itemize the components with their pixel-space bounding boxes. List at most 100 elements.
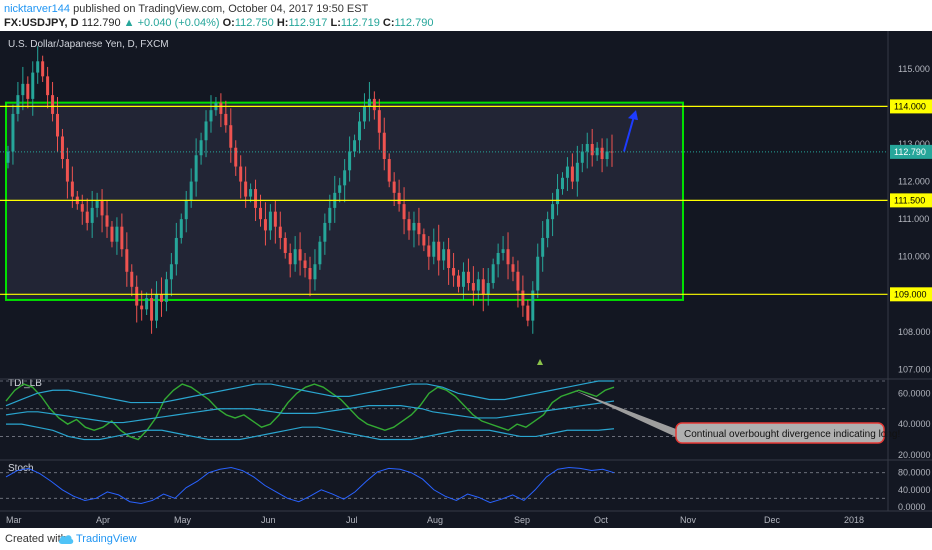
price-tick-label: 115.000: [898, 64, 930, 74]
candle-body: [546, 219, 550, 238]
candle-body: [407, 219, 411, 231]
level-axis-badge: [890, 193, 932, 208]
candle-body: [6, 151, 10, 163]
publisher-username[interactable]: nicktarver144: [4, 3, 71, 15]
candle-body: [174, 237, 178, 265]
price-tick-label: 110.000: [898, 252, 930, 262]
chart-area[interactable]: U.S. Dollar/Japanese Yen, D, FXCM TDI_LB…: [0, 31, 932, 528]
axes: 115.000 114.000 113.000 112.000 111.000 110.0…: [0, 31, 932, 525]
candle-body: [65, 159, 69, 182]
candle-body: [21, 83, 25, 96]
footer: Created with TradingView: [0, 528, 932, 550]
candle-body: [199, 140, 203, 156]
last-price-axis-label: 112.790: [894, 147, 926, 157]
level-axis-badge: [890, 287, 932, 302]
stoch-tick-label: 80.0000: [898, 468, 931, 478]
candle-body: [556, 189, 560, 205]
candle-body: [268, 211, 272, 231]
last-price-badge: [890, 144, 932, 159]
candle-body: [244, 181, 248, 197]
candle-body: [580, 151, 584, 163]
stoch-title: Stoch: [8, 463, 34, 474]
candle-body: [496, 252, 500, 265]
candle-body: [249, 189, 253, 197]
tdi-tick-label: 60.0000: [898, 388, 931, 398]
candle-body: [254, 189, 258, 208]
candle-body: [16, 95, 20, 114]
candle-body: [26, 83, 30, 99]
candle-body: [229, 125, 233, 148]
candle-body: [382, 132, 386, 160]
time-tick-label: Mar: [6, 515, 22, 525]
candle-body: [328, 207, 332, 223]
candle-body: [219, 102, 223, 114]
chart-svg[interactable]: U.S. Dollar/Japanese Yen, D, FXCM TDI_LB…: [0, 31, 932, 528]
candle-body: [348, 151, 352, 171]
level-axis-label: 109.000: [894, 289, 927, 299]
candle-body: [397, 192, 401, 205]
candle-body: [60, 136, 64, 160]
candle-body: [110, 226, 114, 242]
candle-body: [56, 113, 60, 137]
target-arrow-head: [628, 110, 638, 121]
tdi-title: TDI_LB: [8, 378, 42, 389]
candle-body: [590, 143, 594, 156]
candle-body: [155, 294, 159, 321]
candle-body: [447, 249, 451, 269]
candle-body: [323, 222, 327, 242]
candle-body: [511, 264, 515, 272]
candle-body: [372, 98, 376, 111]
stoch-k-line: [5, 467, 615, 504]
tdi-upper-band-line: [5, 380, 614, 407]
candle-body: [600, 147, 604, 160]
level-axis-label: 114.000: [894, 101, 926, 111]
tradingview-brand-link[interactable]: TradingView: [76, 533, 137, 545]
close-label: C:: [382, 17, 395, 29]
price-tick-label: 112.000: [898, 177, 930, 187]
candle-body: [209, 110, 213, 122]
candle-body: [70, 181, 74, 197]
signal-triangle-marker: [537, 358, 543, 365]
candle-body: [184, 200, 188, 220]
open-value: 112.750: [234, 17, 274, 29]
price-tick-label: 111.000: [898, 214, 929, 224]
ohlc-line: FX:USDJPY, D 112.790 ▲ +0.040 (+0.04%) O…: [4, 17, 433, 29]
price-tick-label: 113.000: [898, 139, 930, 149]
candle-body: [145, 298, 149, 310]
candle-body: [575, 162, 579, 182]
candle-body: [90, 207, 94, 223]
candle-body: [452, 268, 456, 276]
time-tick-label: Apr: [96, 515, 110, 525]
candle-body: [169, 264, 173, 280]
candle-body: [551, 204, 555, 220]
candle-body: [293, 249, 297, 265]
main-pane: [0, 46, 888, 365]
symbol-label: FX:USDJPY, D: [4, 17, 79, 29]
candle-body: [343, 170, 347, 186]
candle-body: [501, 249, 505, 253]
stoch-tick-label: 0.0000: [898, 502, 926, 512]
candle-body: [402, 204, 406, 220]
candle-body: [570, 166, 574, 182]
candle-body: [486, 283, 490, 295]
chart-background: [0, 31, 932, 528]
candle-body: [362, 106, 366, 122]
candle-body: [560, 177, 564, 190]
stoch-pane: [0, 467, 888, 504]
target-arrow-shaft: [623, 115, 635, 152]
candle-body: [417, 222, 421, 235]
candle-body: [387, 159, 391, 182]
candle-body: [105, 215, 109, 227]
candle-body: [481, 279, 485, 295]
candle-body: [258, 207, 262, 220]
tradingview-cloud-icon: [58, 535, 74, 544]
published-text: published on TradingView.com, October 04…: [70, 3, 369, 15]
callout-box: [675, 422, 885, 444]
candle-body: [288, 252, 292, 265]
candle-body: [283, 237, 287, 253]
candle-body: [150, 298, 154, 321]
candle-body: [100, 200, 104, 216]
candle-body: [85, 211, 89, 223]
level-axis-label: 111.500: [894, 195, 925, 205]
candle-body: [412, 222, 416, 231]
